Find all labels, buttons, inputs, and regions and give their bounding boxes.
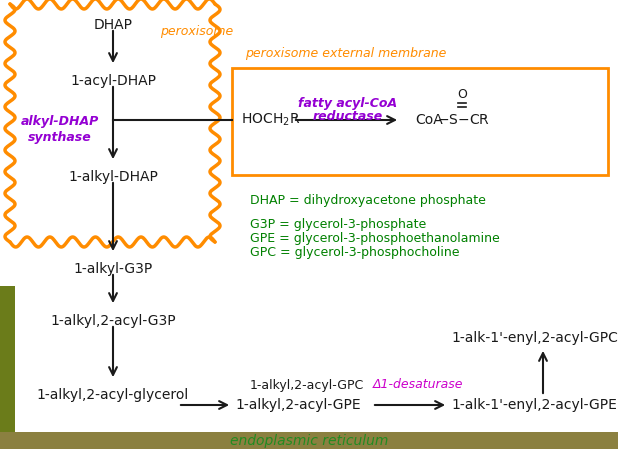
Bar <box>0 286 15 434</box>
Text: 1-alk-1'-enyl,2-acyl-GPC: 1-alk-1'-enyl,2-acyl-GPC <box>451 331 618 345</box>
Text: 1-alkyl,2-acyl-G3P: 1-alkyl,2-acyl-G3P <box>50 314 176 328</box>
Text: peroxisome: peroxisome <box>160 26 233 39</box>
Text: reductase: reductase <box>313 110 383 123</box>
Text: HOCH$_2$R: HOCH$_2$R <box>241 112 300 128</box>
Text: O: O <box>457 88 467 101</box>
Text: G3P = glycerol-3-phosphate: G3P = glycerol-3-phosphate <box>250 218 426 231</box>
Text: Δ1-desaturase: Δ1-desaturase <box>373 379 464 392</box>
Text: 1-alkyl,2-acyl-GPC: 1-alkyl,2-acyl-GPC <box>250 379 364 392</box>
Text: 1-alk-1'-enyl,2-acyl-GPE: 1-alk-1'-enyl,2-acyl-GPE <box>451 398 617 412</box>
Text: 1-alkyl-DHAP: 1-alkyl-DHAP <box>68 170 158 184</box>
Text: GPE = glycerol-3-phosphoethanolamine: GPE = glycerol-3-phosphoethanolamine <box>250 232 500 245</box>
Text: 1-alkyl,2-acyl-glycerol: 1-alkyl,2-acyl-glycerol <box>37 388 189 402</box>
Text: fatty acyl-CoA: fatty acyl-CoA <box>298 97 397 110</box>
Text: endoplasmic reticulum: endoplasmic reticulum <box>230 433 388 448</box>
Text: 1-alkyl,2-acyl-GPE: 1-alkyl,2-acyl-GPE <box>235 398 361 412</box>
Text: 1-alkyl-G3P: 1-alkyl-G3P <box>74 262 153 276</box>
Text: CoA: CoA <box>415 113 442 127</box>
Text: DHAP = dihydroxyacetone phosphate: DHAP = dihydroxyacetone phosphate <box>250 194 486 207</box>
Text: DHAP: DHAP <box>93 18 132 32</box>
Bar <box>232 68 608 175</box>
Text: $-$S$-$CR: $-$S$-$CR <box>437 113 490 127</box>
Text: 1-acyl-DHAP: 1-acyl-DHAP <box>70 74 156 88</box>
Text: peroxisome external membrane: peroxisome external membrane <box>245 47 446 60</box>
Bar <box>0 432 618 449</box>
Text: alkyl-DHAP
synthase: alkyl-DHAP synthase <box>21 115 99 145</box>
Text: GPC = glycerol-3-phosphocholine: GPC = glycerol-3-phosphocholine <box>250 246 460 259</box>
